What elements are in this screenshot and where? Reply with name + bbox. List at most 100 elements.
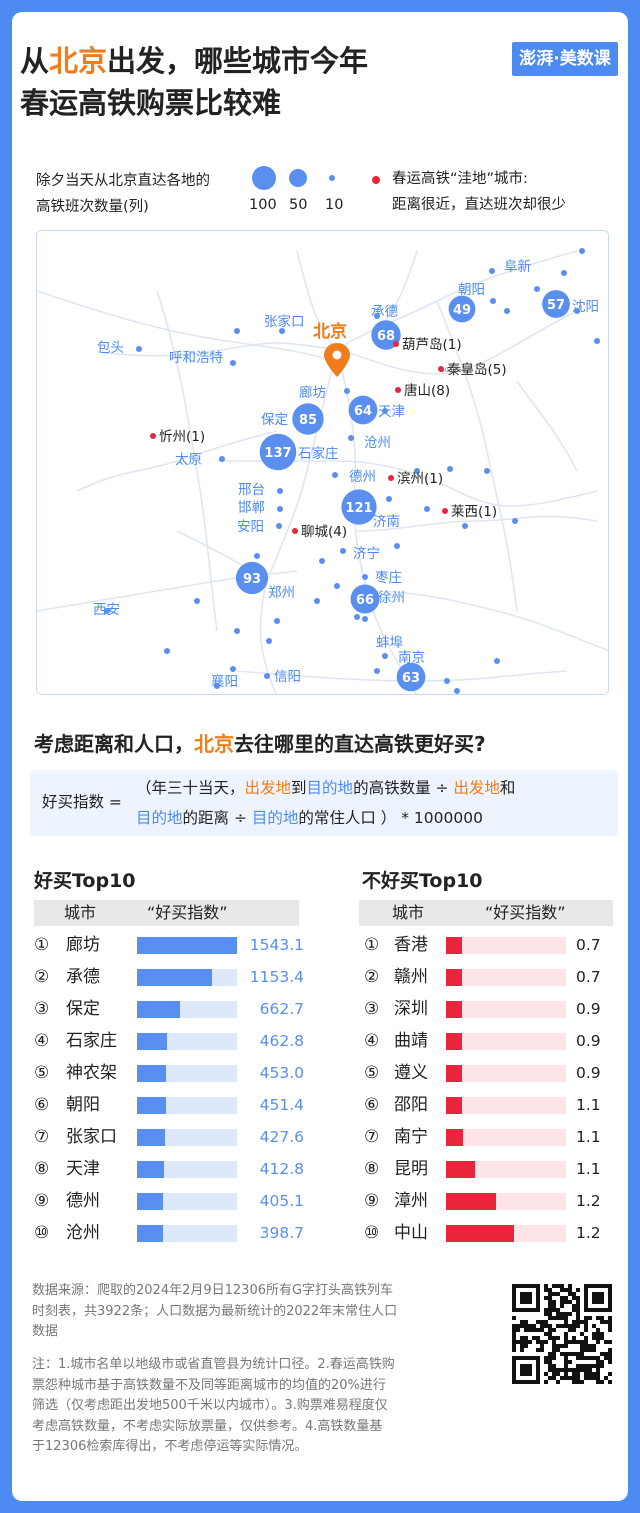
red-city-dot [395,387,401,393]
good-table-row: ③ 保定 662.7 [34,993,304,1025]
train-count-bubble [350,584,380,614]
map-city-label: 朝阳 [458,282,485,298]
map-city-dot [374,668,380,674]
rank-number: ② [34,967,50,987]
brand-logo: 澎湃·美数课 [512,42,618,76]
map-city-label: 阜新 [504,258,531,275]
bad-table-row: ④ 曲靖 0.9 [364,1025,604,1057]
bad-table-row: ③ 深圳 0.9 [364,993,604,1025]
city-name: 天津 [66,1159,100,1179]
index-bar-fill [446,1161,475,1178]
bubble-legend-text: 除夕当天从北京直达各地的 高铁班次数量(列) [36,173,210,215]
rank-number: ① [364,935,380,955]
index-bar-track [137,1129,237,1146]
city-name: 石家庄 [66,1031,117,1051]
index-value: 1153.4 [249,968,304,986]
legend-bubble-10 [329,175,335,181]
index-bar-fill [137,937,237,954]
origin-label: 北京 [313,321,347,342]
map-city-dot [279,328,285,334]
map-city-label: 西安 [93,602,120,618]
index-bar-fill [137,1001,180,1018]
rank-number: ⑩ [34,1223,50,1243]
map-city-dot [362,574,368,580]
map-city-dot [362,616,368,622]
map-city-dot [214,683,220,689]
map-city-label: 襄阳 [211,674,238,690]
index-bar-track [137,1065,237,1082]
map-city-dot [579,248,585,254]
map-city-dot [319,558,325,564]
map-city-dot [424,506,430,512]
rank-number: ⑥ [34,1095,50,1115]
bad-table-row: ⑥ 邵阳 1.1 [364,1089,604,1121]
good-table-row: ② 承德 1153.4 [34,961,304,993]
footnote: 注：1.城市名单以地级市或省直管县为统计口径。2.春运高铁购 票怨种城市基于高铁… [32,1357,395,1454]
formula-line2: 目的地的距离 ÷ 目的地的常住人口 ） * 1000000 [136,809,483,827]
index-value: 398.7 [259,1224,304,1242]
map-city-label: 济南 [373,514,400,530]
index-bar-fill [137,969,212,986]
good-table-header: 城市 “好买指数” [34,900,299,926]
data-source-note: 数据来源：爬取的2024年2月9日12306所有G字打头高铁列车 时刻表，共39… [32,1283,398,1339]
index-bar-fill [137,1129,165,1146]
city-name: 赣州 [394,967,428,987]
map-city-label: 天津 [378,404,405,420]
map-city-dot [314,598,320,604]
train-count-label: 66 [356,593,374,608]
map-city-dot [219,456,225,462]
city-name: 承德 [66,967,100,987]
map-city-dot [276,523,282,529]
rank-number: ⑨ [364,1191,380,1211]
map-city-dot [277,488,283,494]
train-count-bubble [348,395,378,425]
good-table-row: ⑨ 德州 405.1 [34,1185,304,1217]
map-city-dot [574,308,580,314]
train-count-label: 57 [547,298,565,313]
red-city-dot [393,341,399,347]
index-value: 0.9 [576,1032,601,1050]
bad-table-title: 不好买Top10 [362,870,483,892]
index-bar-track [446,1193,566,1210]
index-bar-track [446,937,566,954]
rail-map: 49 57 68 64 85 137 121 93 66 63 阜新 朝阳 承德 张家口 沈阳 包头 呼和浩特… [36,230,609,695]
map-city-dot [489,268,495,274]
legend-value-10: 10 [325,197,344,213]
map-city-label: 济宁 [353,545,380,562]
index-bar-fill [137,1161,164,1178]
train-count-bubble [292,403,324,435]
map-city-dot [561,270,567,276]
red-city-label: 忻州(1) [159,429,205,445]
bad-table-row: ⑧ 昆明 1.1 [364,1153,604,1185]
map-city-dot [104,608,110,614]
formula-label: 好买指数 = [42,793,122,811]
map-city-dot [332,472,338,478]
red-dot-legend-icon [372,176,380,184]
index-bar-fill [137,1065,167,1082]
location-pin-hole [332,350,342,360]
map-city-dot [234,328,240,334]
rank-number: ⑦ [34,1127,50,1147]
red-city-label: 滨州(1) [397,471,443,487]
red-city-dot [388,475,394,481]
map-city-dot [264,673,270,679]
map-city-dot [374,313,380,319]
index-bar-track [446,1129,566,1146]
city-name: 香港 [394,935,428,955]
formula-box: 好买指数 = （年三十当天，出发地到目的地的高铁数量 ÷ 出发地和 目的地的距离… [30,770,618,836]
train-count-bubble [448,295,476,323]
map-city-dot [414,468,420,474]
index-bar-track [137,1193,237,1210]
index-bar-fill [446,1129,463,1146]
legend-value-50: 50 [289,197,308,213]
city-name: 邵阳 [394,1095,428,1115]
train-count-bubble [371,320,401,350]
map-city-dot [494,658,500,664]
index-value: 0.7 [576,936,601,954]
city-name: 曲靖 [394,1031,428,1051]
good-table-title: 好买Top10 [34,870,136,892]
index-bar-fill [446,1097,462,1114]
map-city-dot [382,653,388,659]
index-bar-track [446,1161,566,1178]
